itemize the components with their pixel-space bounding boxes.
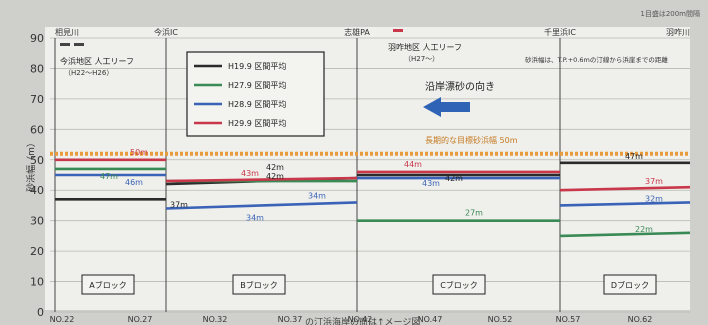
reef-right-period: （H27〜）	[404, 55, 439, 63]
block-label-box	[232, 274, 286, 295]
legend-label: H19.9 区間平均	[228, 61, 286, 71]
y-tick-label: 0	[37, 306, 44, 319]
series-segment	[165, 176, 358, 183]
reef-left-marker: 今浜地区 人工リーフ （H22〜H26）	[60, 43, 134, 77]
segment-data-label: 43m	[422, 179, 440, 188]
segment-data-label: 47m	[100, 172, 118, 181]
y-tick-label: 30	[30, 215, 44, 228]
x-tick-label: NO.37	[278, 315, 303, 324]
legend-label: H28.9 区間平均	[228, 99, 286, 109]
reef-left-swatch	[60, 43, 70, 46]
segment-data-label: 27m	[465, 209, 483, 218]
block-label-box	[603, 274, 657, 295]
x-tick-label: NO.52	[488, 315, 513, 324]
segment-data-label: 34m	[308, 191, 326, 200]
x-tick-label: NO.47	[418, 315, 443, 324]
x-tick-label: NO.62	[628, 315, 653, 324]
scale-note: 1目盛は200m間隔	[640, 9, 700, 18]
y-tick-label: 50	[30, 154, 44, 167]
legend-label: H27.9 区間平均	[228, 80, 286, 90]
x-tick-label: NO.27	[128, 315, 153, 324]
series-segment	[165, 201, 358, 210]
reef-right-title: 羽咋地区 人工リーフ	[388, 42, 462, 52]
y-tick-label: 60	[30, 123, 44, 136]
series-segment	[559, 231, 691, 238]
block-label-box	[81, 274, 135, 295]
y-tick-label: 20	[30, 245, 44, 258]
segment-data-label: 43m	[241, 169, 259, 178]
top-location-label: 相見川	[55, 27, 79, 37]
segment-data-label: 34m	[246, 213, 264, 222]
reef-left-period: （H22〜H26）	[64, 69, 113, 77]
segment-data-label: 37m	[645, 177, 663, 186]
bottom-caption: の汀浜海岸の面は↑メージ図	[305, 316, 420, 325]
segment-data-label: 37m	[170, 200, 188, 209]
block-label: Cブロック	[440, 280, 478, 290]
segment-data-label: 42m	[266, 163, 284, 172]
legend: H19.9 区間平均 H27.9 区間平均 H28.9 区間平均 H29.9 区間平均	[186, 51, 325, 137]
y-axis-label: 砂浜幅（m）	[25, 138, 37, 192]
y-tick-label: 80	[30, 62, 44, 75]
y-tick-label: 40	[30, 184, 44, 197]
top-location-label: 志雄PA	[344, 27, 370, 37]
block-label: Aブロック	[89, 280, 126, 290]
drift-label: 沿岸漂砂の向き	[425, 80, 495, 93]
segment-data-label: 46m	[125, 178, 143, 187]
segment-data-label: 22m	[635, 225, 653, 234]
series-segment	[559, 201, 691, 207]
series-segment	[559, 185, 691, 192]
x-tick-label: NO.42	[348, 315, 373, 324]
segment-data-label: 44m	[404, 160, 422, 169]
x-tick-label: NO.32	[203, 315, 228, 324]
y-tick-label: 10	[30, 276, 44, 289]
reef-right-marker: 羽咋地区 人工リーフ （H27〜）	[388, 29, 462, 63]
segment-data-label: 42m	[266, 172, 284, 181]
segment-data-label: 50m	[130, 148, 148, 157]
block-label: Dブロック	[611, 280, 649, 290]
block-label: Bブロック	[240, 280, 278, 290]
drift-arrow-icon	[423, 97, 470, 117]
x-tick-label: NO.22	[50, 315, 75, 324]
legend-label: H29.9 区間平均	[228, 118, 286, 128]
definition-note: 砂浜幅は、T.P.+0.6mの汀線から浜崖までの距離	[525, 55, 668, 64]
x-tick-label: NO.57	[556, 315, 581, 324]
segment-data-label: 47m	[625, 152, 643, 161]
segment-data-label: 32m	[645, 194, 663, 203]
top-location-label: 千里浜IC	[544, 27, 576, 37]
top-location-label: 今浜IC	[154, 27, 178, 37]
reef-right-swatch	[393, 29, 403, 32]
y-tick-label: 70	[30, 93, 44, 106]
reef-left-title: 今浜地区 人工リーフ	[60, 56, 134, 66]
y-tick-label: 90	[30, 32, 44, 45]
segment-data-label: 42m	[445, 174, 463, 183]
target-label: 長期的な目標砂浜幅 50m	[425, 135, 518, 145]
block-label-box	[432, 274, 486, 295]
top-location-label: 羽咋川	[666, 27, 690, 37]
